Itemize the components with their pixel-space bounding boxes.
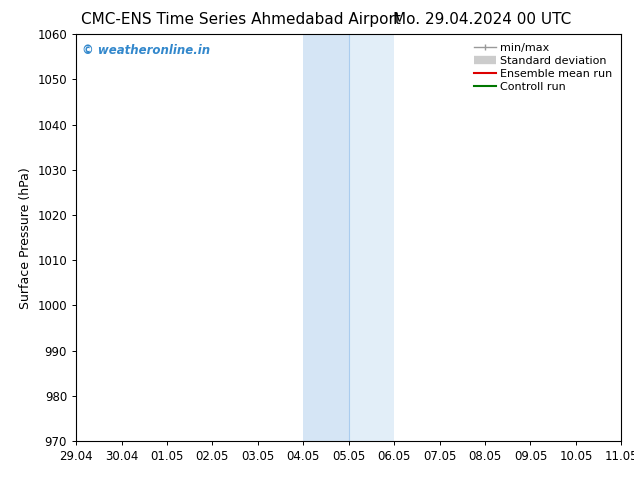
Bar [303,34,349,441]
Legend: min/max, Standard deviation, Ensemble mean run, Controll run: min/max, Standard deviation, Ensemble me… [470,40,616,95]
Y-axis label: Surface Pressure (hPa): Surface Pressure (hPa) [19,167,32,309]
Text: © weatheronline.in: © weatheronline.in [82,45,210,57]
Text: Mo. 29.04.2024 00 UTC: Mo. 29.04.2024 00 UTC [392,12,571,27]
Text: CMC-ENS Time Series Ahmedabad Airport: CMC-ENS Time Series Ahmedabad Airport [81,12,401,27]
Bar [349,34,394,441]
